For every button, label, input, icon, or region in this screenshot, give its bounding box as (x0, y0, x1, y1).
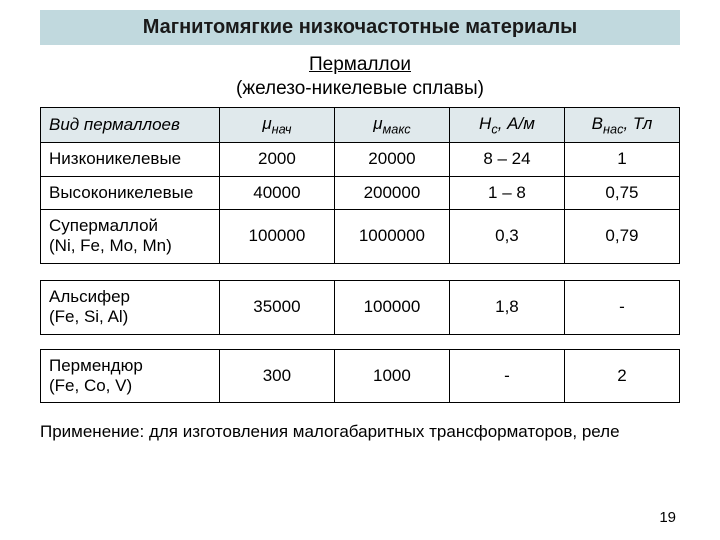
header-name: Вид пермаллоев (41, 107, 220, 143)
page-number: 19 (659, 509, 676, 526)
header-hc: Hc, А/м (449, 107, 564, 143)
cell-hc: 1 – 8 (449, 176, 564, 209)
cell-hc: 8 – 24 (449, 143, 564, 176)
cell-mu_max: 1000000 (334, 209, 449, 263)
cell-bnas: 0,79 (564, 209, 679, 263)
title-bar: Магнитомягкие низкочастотные материалы (40, 10, 680, 45)
extra-table: Альсифер(Fe, Si, Al)350001000001,8- (40, 280, 680, 335)
cell-mu_max: 20000 (334, 143, 449, 176)
title-text: Магнитомягкие низкочастотные материалы (143, 16, 578, 38)
cell-bnas: 2 (564, 349, 679, 403)
cell-mu_init: 40000 (219, 176, 334, 209)
cell-name: Супермаллой(Ni, Fe, Mo, Mn) (41, 209, 220, 263)
subtitle-line1: Пермаллои (309, 54, 411, 75)
cell-mu_init: 35000 (219, 280, 334, 334)
permalloy-table: Вид пермаллоев μнач μмакс Hc, А/м Bнас, … (40, 107, 680, 264)
cell-mu_init: 300 (219, 349, 334, 403)
header-mu-max: μмакс (334, 107, 449, 143)
cell-hc: 0,3 (449, 209, 564, 263)
cell-name: Высоконикелевые (41, 176, 220, 209)
cell-name: Низконикелевые (41, 143, 220, 176)
table-row: Альсифер(Fe, Si, Al)350001000001,8- (41, 280, 680, 334)
table-header-row: Вид пермаллоев μнач μмакс Hc, А/м Bнас, … (41, 107, 680, 143)
cell-mu_init: 2000 (219, 143, 334, 176)
cell-bnas: 0,75 (564, 176, 679, 209)
cell-name: Пермендюр(Fe, Co, V) (41, 349, 220, 403)
slide: Магнитомягкие низкочастотные материалы П… (0, 0, 720, 443)
header-mu-init: μнач (219, 107, 334, 143)
cell-name: Альсифер(Fe, Si, Al) (41, 280, 220, 334)
cell-mu_max: 1000 (334, 349, 449, 403)
cell-bnas: 1 (564, 143, 679, 176)
extra-tables: Альсифер(Fe, Si, Al)350001000001,8-Перме… (40, 280, 680, 404)
extra-table: Пермендюр(Fe, Co, V)3001000-2 (40, 349, 680, 404)
table-row: Супермаллой(Ni, Fe, Mo, Mn)1000001000000… (41, 209, 680, 263)
main-tbody: Низконикелевые2000200008 – 241Высоконике… (41, 143, 680, 264)
cell-bnas: - (564, 280, 679, 334)
table-row: Низконикелевые2000200008 – 241 (41, 143, 680, 176)
subtitle-line2: (железо-никелевые сплавы) (236, 78, 484, 99)
table-row: Пермендюр(Fe, Co, V)3001000-2 (41, 349, 680, 403)
cell-mu_max: 200000 (334, 176, 449, 209)
table-row: Высоконикелевые400002000001 – 80,75 (41, 176, 680, 209)
cell-mu_max: 100000 (334, 280, 449, 334)
cell-hc: 1,8 (449, 280, 564, 334)
subtitle: Пермаллои (железо-никелевые сплавы) (40, 53, 680, 101)
cell-mu_init: 100000 (219, 209, 334, 263)
cell-hc: - (449, 349, 564, 403)
footer-note: Применение: для изготовления малогабарит… (40, 421, 680, 443)
header-bnas: Bнас, Тл (564, 107, 679, 143)
